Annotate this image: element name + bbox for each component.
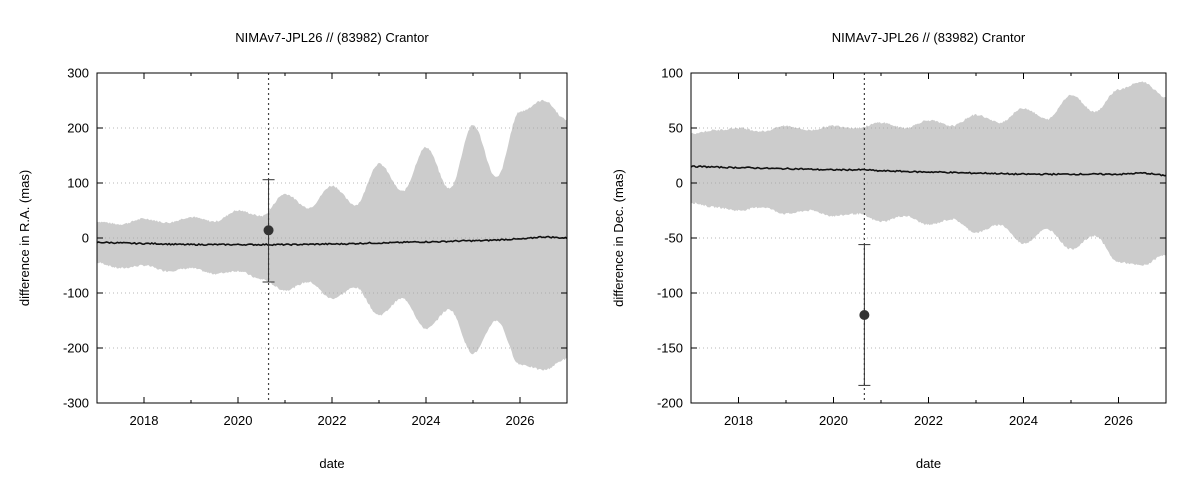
- series-line: [690, 165, 1167, 177]
- y-tick-label: -300: [63, 396, 89, 411]
- series-line: [96, 235, 568, 247]
- y-tick-label: 200: [67, 121, 89, 136]
- y-tick-label: 300: [67, 66, 89, 81]
- y-tick-label: -150: [657, 341, 683, 356]
- x-tick-label: 2020: [224, 413, 253, 428]
- x-tick-label: 2024: [1009, 413, 1038, 428]
- y-tick-label: 100: [661, 66, 683, 81]
- uncertainty-band: [97, 99, 567, 371]
- y-tick-label: 50: [669, 121, 683, 136]
- y-tick-label: -200: [657, 396, 683, 411]
- x-tick-label: 2018: [724, 413, 753, 428]
- y-tick-label: 100: [67, 176, 89, 191]
- y-axis-label: difference in Dec. (mas): [611, 169, 626, 307]
- chart-panel-ra: NIMAv7-JPL26 // (83982) Crantor date dif…: [17, 30, 568, 471]
- x-tick-label: 2024: [412, 413, 441, 428]
- chart-title: NIMAv7-JPL26 // (83982) Crantor: [235, 30, 429, 45]
- x-tick-label: 2022: [914, 413, 943, 428]
- x-tick-label: 2026: [506, 413, 535, 428]
- x-tick-label: 2018: [130, 413, 159, 428]
- x-axis-label: date: [319, 456, 344, 471]
- y-axis-label: difference in R.A. (mas): [17, 170, 32, 306]
- observation-point: [859, 310, 870, 320]
- x-tick-label: 2020: [819, 413, 848, 428]
- chart-panel-dec: NIMAv7-JPL26 // (83982) Crantor date dif…: [611, 30, 1167, 471]
- y-tick-label: 0: [82, 231, 89, 246]
- x-tick-label: 2026: [1104, 413, 1133, 428]
- x-tick-label: 2022: [318, 413, 347, 428]
- uncertainty-band: [691, 81, 1166, 266]
- y-tick-label: -100: [63, 286, 89, 301]
- observation-point: [263, 225, 274, 236]
- y-tick-label: -50: [664, 231, 683, 246]
- y-tick-label: -200: [63, 341, 89, 356]
- chart-title: NIMAv7-JPL26 // (83982) Crantor: [832, 30, 1026, 45]
- y-tick-label: 0: [676, 176, 683, 191]
- x-axis-label: date: [916, 456, 941, 471]
- y-tick-label: -100: [657, 286, 683, 301]
